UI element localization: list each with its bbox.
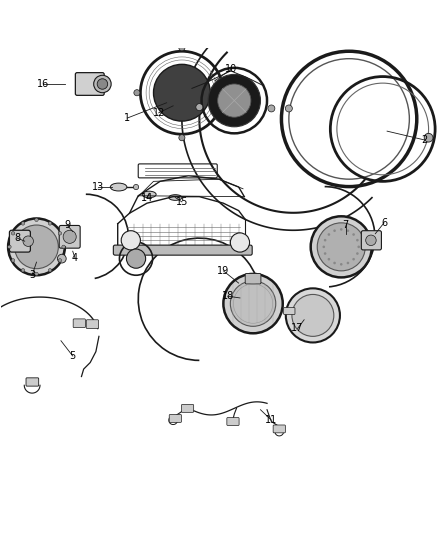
FancyBboxPatch shape	[59, 225, 80, 248]
Text: 18: 18	[222, 291, 234, 301]
Circle shape	[311, 216, 372, 277]
Circle shape	[328, 258, 330, 261]
Circle shape	[21, 269, 25, 272]
Circle shape	[230, 281, 276, 326]
Circle shape	[35, 272, 38, 276]
Circle shape	[179, 45, 185, 51]
Circle shape	[127, 249, 146, 268]
Circle shape	[153, 64, 210, 121]
Circle shape	[322, 246, 325, 248]
FancyBboxPatch shape	[73, 319, 85, 328]
Circle shape	[230, 233, 250, 252]
Circle shape	[57, 254, 66, 263]
Circle shape	[333, 229, 336, 232]
Text: 19: 19	[217, 266, 230, 276]
FancyBboxPatch shape	[26, 378, 39, 386]
Circle shape	[352, 258, 355, 261]
Circle shape	[317, 223, 365, 271]
FancyBboxPatch shape	[86, 320, 99, 328]
FancyBboxPatch shape	[284, 308, 295, 314]
FancyBboxPatch shape	[113, 245, 252, 255]
Circle shape	[196, 103, 203, 111]
Circle shape	[286, 105, 292, 112]
Circle shape	[11, 259, 15, 262]
Circle shape	[94, 75, 111, 93]
Circle shape	[8, 245, 11, 248]
Circle shape	[366, 235, 376, 246]
FancyBboxPatch shape	[361, 231, 381, 250]
Circle shape	[121, 231, 141, 250]
Text: 2: 2	[421, 135, 427, 145]
Circle shape	[179, 135, 185, 141]
Circle shape	[223, 274, 283, 333]
Text: 3: 3	[29, 270, 35, 280]
Circle shape	[352, 233, 355, 236]
Circle shape	[8, 219, 65, 275]
Circle shape	[324, 252, 326, 255]
Text: 16: 16	[37, 79, 49, 89]
Circle shape	[58, 231, 62, 235]
Text: 17: 17	[291, 324, 304, 334]
Circle shape	[268, 105, 275, 112]
FancyBboxPatch shape	[10, 230, 30, 252]
Circle shape	[346, 262, 349, 264]
Circle shape	[333, 262, 336, 264]
Circle shape	[286, 288, 340, 343]
Circle shape	[63, 230, 76, 244]
Circle shape	[328, 233, 330, 236]
Text: 9: 9	[64, 220, 70, 230]
Text: 11: 11	[265, 415, 278, 425]
Circle shape	[346, 229, 349, 232]
Circle shape	[58, 259, 62, 262]
Circle shape	[356, 239, 359, 241]
FancyBboxPatch shape	[181, 405, 194, 413]
Text: 7: 7	[343, 220, 349, 230]
Circle shape	[356, 252, 359, 255]
FancyBboxPatch shape	[273, 425, 286, 433]
Circle shape	[134, 90, 140, 96]
Circle shape	[14, 225, 58, 269]
Text: 1: 1	[124, 113, 131, 123]
Circle shape	[23, 236, 33, 246]
Ellipse shape	[169, 195, 182, 200]
Ellipse shape	[142, 191, 156, 198]
Circle shape	[340, 228, 343, 231]
Circle shape	[324, 239, 326, 241]
Ellipse shape	[110, 183, 127, 191]
Circle shape	[424, 133, 433, 142]
Text: 6: 6	[381, 218, 387, 228]
Circle shape	[62, 245, 65, 248]
Circle shape	[11, 231, 15, 235]
Text: 13: 13	[92, 182, 104, 192]
FancyBboxPatch shape	[245, 273, 261, 284]
Text: 12: 12	[152, 108, 165, 118]
Circle shape	[340, 263, 343, 265]
Text: 4: 4	[72, 253, 78, 263]
Circle shape	[218, 84, 251, 117]
Circle shape	[48, 269, 52, 272]
Circle shape	[224, 90, 230, 96]
Circle shape	[35, 218, 38, 222]
Circle shape	[97, 79, 108, 89]
Text: 14: 14	[141, 192, 153, 203]
Text: 10: 10	[225, 64, 237, 74]
Text: 8: 8	[14, 233, 20, 243]
Circle shape	[292, 294, 334, 336]
Circle shape	[21, 222, 25, 225]
Circle shape	[48, 222, 52, 225]
FancyBboxPatch shape	[75, 72, 104, 95]
Circle shape	[208, 75, 261, 127]
Text: 5: 5	[70, 351, 76, 361]
FancyBboxPatch shape	[169, 415, 181, 422]
Text: 15: 15	[176, 197, 188, 207]
Circle shape	[357, 246, 360, 248]
FancyBboxPatch shape	[227, 417, 239, 425]
Circle shape	[134, 184, 139, 190]
